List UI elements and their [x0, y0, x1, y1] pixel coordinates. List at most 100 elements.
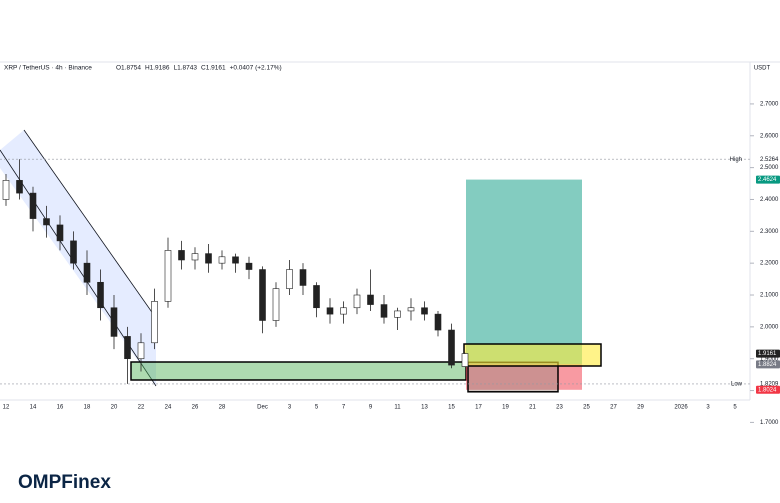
x-tick-label: 17 [475, 405, 482, 411]
marker-label: 1.8209 [760, 381, 779, 387]
channel-upper [23, 129, 157, 319]
y-tick-label: 1.7000 [760, 420, 779, 426]
candle-body [232, 256, 239, 264]
x-tick-label: 18 [84, 405, 91, 411]
ohlc-value: H1.9186 [145, 65, 170, 72]
x-tick-label: 27 [610, 405, 617, 411]
candle-body [29, 192, 37, 219]
price-badge-label: 1.9161 [758, 351, 777, 357]
x-tick-label: 12 [3, 405, 10, 411]
y-tick-label: 2.4000 [760, 197, 779, 203]
candle-body [178, 250, 185, 261]
price-badge [756, 360, 780, 369]
candle-body [205, 253, 212, 264]
price-badge-label: 2.4624 [758, 177, 777, 183]
ohlc-value: C1.9161 [201, 65, 226, 72]
candle-body [421, 307, 428, 315]
x-tick-label: Dec [257, 405, 268, 411]
candle-body [97, 281, 104, 309]
candle-body [353, 294, 361, 309]
candle-body [272, 288, 280, 321]
brand-logo: OMPFinex [18, 472, 111, 493]
x-tick-label: 24 [165, 405, 172, 411]
symbol-title: XRP / TetherUS · 4h · Binance [4, 65, 92, 72]
candle-body [191, 253, 199, 261]
candle-body [2, 180, 10, 200]
x-tick-label: 7 [342, 405, 346, 411]
candle-body [313, 285, 320, 309]
demand-zone [130, 361, 467, 381]
y-tick-label: 2.6000 [760, 133, 779, 139]
candle-body [43, 218, 50, 226]
marker-name: Low [731, 381, 743, 387]
candle-body [340, 307, 347, 315]
y-tick-label: 2.1000 [760, 293, 779, 299]
x-tick-label: 14 [30, 405, 37, 411]
x-tick-label: 13 [421, 405, 428, 411]
currency: USDT [754, 66, 771, 72]
candle-body [286, 269, 293, 289]
candle-body [434, 313, 442, 331]
x-tick-label: 19 [502, 405, 509, 411]
x-tick-label: 20 [111, 405, 118, 411]
candle-body [70, 240, 77, 264]
candle-body [299, 269, 307, 286]
x-tick-label: 21 [529, 405, 536, 411]
candle-body [164, 250, 172, 302]
candle-body [394, 310, 401, 318]
candle-body [151, 301, 158, 344]
price-badge [756, 385, 780, 394]
price-badge [756, 175, 780, 184]
ohlc-value: O1.8754 [116, 65, 141, 72]
price-badge [756, 349, 780, 358]
candle-body [367, 294, 374, 305]
marker-name: High [730, 157, 742, 163]
x-tick-label: 11 [394, 405, 401, 411]
candle-body [448, 329, 455, 366]
y-tick-label: 2.3000 [760, 229, 779, 235]
stop-zone [467, 361, 559, 393]
y-tick-label: 1.9000 [760, 356, 779, 362]
x-tick-label: 9 [369, 405, 373, 411]
x-tick-label: 29 [637, 405, 644, 411]
candle-body [245, 262, 253, 270]
x-tick-label: 15 [448, 405, 455, 411]
ohlc-value: +0.0407 (+2.17%) [230, 65, 282, 72]
candle-body [16, 180, 23, 194]
entry-zone [463, 343, 602, 367]
x-tick-label: 26 [192, 405, 199, 411]
candle-body [124, 336, 131, 360]
x-tick-label: 23 [556, 405, 563, 411]
x-tick-label: 22 [138, 405, 145, 411]
candle-body [218, 256, 226, 264]
y-tick-label: 2.7000 [760, 102, 779, 108]
candle-body [461, 353, 469, 367]
price-badge-label: 1.8824 [758, 362, 777, 368]
candle-body [56, 224, 64, 242]
x-tick-label: 28 [219, 405, 226, 411]
x-tick-label: 3 [288, 405, 292, 411]
candle-body [137, 342, 145, 360]
x-tick-label: 5 [315, 405, 319, 411]
x-tick-label: 3 [706, 405, 710, 411]
y-tick-label: 2.2000 [760, 261, 779, 267]
candle-body [326, 307, 334, 315]
x-tick-label: 16 [57, 405, 64, 411]
candle-body [380, 304, 388, 318]
position-tool [466, 179, 582, 393]
candle-body [259, 269, 266, 321]
ohlc-value: L1.8743 [174, 65, 198, 72]
x-tick-label: 2026 [674, 405, 688, 411]
y-tick-label: 2.5000 [760, 165, 779, 171]
marker-label: 2.5264 [760, 157, 779, 163]
candle-body [110, 307, 118, 337]
candle-body [407, 307, 415, 312]
y-tick-label: 2.0000 [760, 324, 779, 330]
price-badge-label: 1.8024 [758, 387, 777, 393]
candle-body [83, 262, 91, 283]
target-area [466, 179, 582, 365]
x-tick-label: 5 [733, 405, 737, 411]
x-tick-label: 25 [583, 405, 590, 411]
